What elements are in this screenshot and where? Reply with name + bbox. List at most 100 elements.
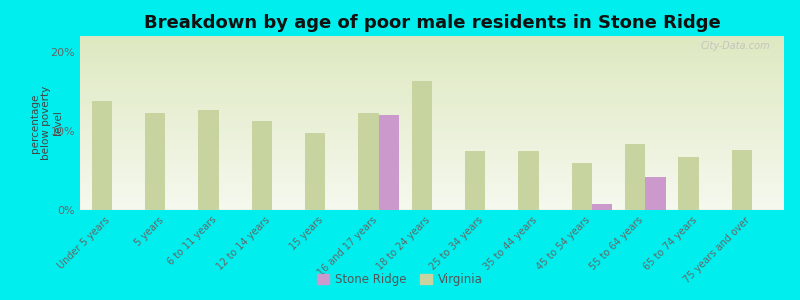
Bar (145, 113, 166, 210)
Bar (80, 160, 784, 161)
Bar (80, 57, 784, 58)
Bar (198, 110, 218, 210)
Bar (80, 104, 784, 106)
Bar (80, 48, 784, 50)
Bar (80, 52, 784, 53)
Text: City-Data.com: City-Data.com (700, 41, 770, 51)
Bar (80, 175, 784, 177)
Bar (80, 134, 784, 135)
Bar (80, 146, 784, 147)
Bar (80, 167, 784, 168)
Bar (80, 128, 784, 130)
Bar (80, 140, 784, 142)
Bar (305, 133, 326, 210)
Bar (80, 184, 784, 186)
Bar (80, 127, 784, 128)
Bar (80, 198, 784, 200)
Bar (80, 158, 784, 160)
Bar (80, 154, 784, 156)
Bar (80, 132, 784, 134)
Bar (732, 150, 752, 210)
Bar (80, 125, 784, 127)
Bar (80, 165, 784, 167)
Bar (358, 113, 378, 210)
Bar (80, 71, 784, 73)
Bar (625, 144, 646, 210)
Bar (80, 66, 784, 67)
Bar (80, 111, 784, 112)
Bar (592, 204, 612, 210)
Bar (80, 203, 784, 205)
Bar (80, 90, 784, 92)
Bar (80, 60, 784, 62)
Bar (80, 149, 784, 151)
Bar (80, 106, 784, 107)
Bar (80, 147, 784, 149)
Bar (80, 112, 784, 114)
Bar (80, 200, 784, 201)
Bar (80, 69, 784, 71)
Bar (80, 173, 784, 175)
Bar (80, 188, 784, 189)
Bar (80, 191, 784, 193)
Bar (80, 73, 784, 74)
Bar (80, 43, 784, 45)
Bar (80, 139, 784, 140)
Bar (646, 177, 666, 210)
Bar (80, 156, 784, 158)
Bar (80, 38, 784, 40)
Bar (80, 107, 784, 109)
Bar (80, 119, 784, 121)
Bar (80, 76, 784, 78)
Bar (80, 144, 784, 146)
Bar (80, 205, 784, 206)
Bar (80, 62, 784, 64)
Bar (572, 163, 592, 210)
Bar (80, 153, 784, 154)
Bar (80, 53, 784, 55)
Bar (80, 208, 784, 210)
Bar (80, 201, 784, 203)
Bar (80, 137, 784, 139)
Bar (80, 58, 784, 60)
Bar (252, 121, 272, 210)
Bar (80, 67, 784, 69)
Bar (80, 55, 784, 57)
Bar (80, 179, 784, 180)
Bar (80, 130, 784, 132)
Bar (80, 135, 784, 137)
Bar (80, 97, 784, 99)
Bar (80, 102, 784, 104)
Bar (378, 115, 399, 210)
Bar (465, 152, 486, 210)
Bar (80, 95, 784, 97)
Bar (678, 157, 698, 210)
Bar (80, 206, 784, 208)
Bar (80, 180, 784, 182)
Bar (80, 196, 784, 198)
Bar (80, 116, 784, 118)
Bar (80, 80, 784, 81)
Bar (80, 151, 784, 153)
Bar (80, 109, 784, 111)
Bar (80, 186, 784, 188)
Bar (80, 177, 784, 179)
Bar (80, 170, 784, 172)
Bar (518, 152, 538, 210)
Bar (80, 168, 784, 170)
Bar (80, 86, 784, 88)
Bar (80, 189, 784, 191)
Bar (80, 163, 784, 165)
Bar (80, 123, 784, 125)
Bar (80, 88, 784, 90)
Bar (80, 40, 784, 41)
Bar (92, 101, 112, 210)
Bar (80, 99, 784, 100)
Bar (80, 142, 784, 144)
Bar (80, 194, 784, 196)
Bar (80, 74, 784, 76)
Bar (80, 45, 784, 46)
Bar (80, 78, 784, 80)
Bar (80, 93, 784, 95)
Bar (80, 81, 784, 83)
